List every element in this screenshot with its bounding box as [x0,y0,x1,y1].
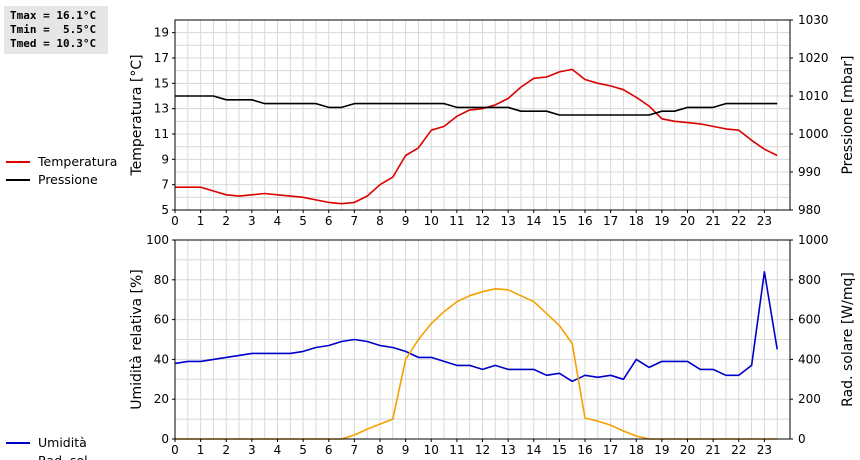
y2-tick-label: 980 [798,203,821,217]
y-tick-label: 20 [154,392,169,406]
x-tick-label: 12 [475,214,490,228]
y-tick-label: 19 [154,26,169,40]
y2-tick-label: 800 [798,273,821,287]
x-tick-label: 23 [757,443,772,457]
x-tick-label: 19 [654,443,669,457]
y-tick-label: 100 [146,233,169,247]
y-tick-label: 17 [154,51,169,65]
y-tick-label: 80 [154,273,169,287]
y-tick-label: 60 [154,313,169,327]
x-tick-label: 5 [299,214,307,228]
y-tick-label: 7 [161,178,169,192]
x-tick-label: 16 [577,214,592,228]
x-tick-label: 22 [731,214,746,228]
chart-panel-1: 0 1 2 3 4 5 6 7 8 9 10 11 12 13 14 15 16 17 18 19 20 21 22 2357… [6,13,856,228]
y-tick-label: 9 [161,152,169,166]
x-tick-label: 18 [629,443,644,457]
stat-tmin: Tmin = 5.5°C [10,23,97,36]
x-tick-label: 7 [351,443,359,457]
series-line-umidita [174,270,778,383]
stats-box: Tmax = 16.1°C Tmin = 5.5°C Tmed = 10.3°C [4,6,108,54]
x-tick-label: 10 [424,214,439,228]
chart-panel-2: 0 1 2 3 4 5 6 7 8 9 10 11 12 13 14 15 16 17 18 19 20 21 22 2302… [6,233,856,460]
x-tick-label: 23 [757,214,772,228]
x-tick-label: 14 [526,214,541,228]
y2-tick-label: 1000 [798,233,829,247]
x-tick-label: 13 [500,214,515,228]
x-tick-label: 3 [248,443,256,457]
x-tick-label: 8 [376,214,384,228]
y-axis-title: Temperatura [°C] [129,54,145,176]
y2-axis-title: Pressione [mbar] [840,55,856,174]
x-tick-label: 20 [680,443,695,457]
y2-tick-label: 600 [798,313,821,327]
series-line-temperatura [175,68,778,205]
x-tick-label: 21 [705,214,720,228]
y-tick-label: 15 [154,76,169,90]
x-tick-label: 13 [500,443,515,457]
y2-tick-label: 1030 [798,13,829,27]
x-tick-label: 4 [274,443,282,457]
x-tick-label: 1 [197,443,205,457]
y2-tick-label: 1010 [798,89,829,103]
legend-label: Pressione [38,172,98,187]
series-line-rad-sol [175,287,778,440]
legend-label: Rad. sol. [38,453,92,460]
x-tick-label: 0 [171,214,179,228]
x-tick-label: 7 [351,214,359,228]
x-tick-label: 4 [274,214,282,228]
x-tick-label: 3 [248,214,256,228]
y-tick-label: 13 [154,102,169,116]
y-tick-label: 0 [161,432,169,446]
stat-tmed: Tmed = 10.3°C [10,37,97,50]
x-tick-label: 17 [603,214,618,228]
x-tick-label: 18 [629,214,644,228]
y2-tick-label: 1020 [798,51,829,65]
x-tick-label: 6 [325,214,333,228]
x-tick-label: 19 [654,214,669,228]
x-tick-label: 6 [325,443,333,457]
x-tick-label: 1 [197,214,205,228]
x-tick-label: 12 [475,443,490,457]
x-tick-label: 17 [603,443,618,457]
legend-label: Temperatura [37,154,117,169]
y2-axis-title: Rad. solare [W/mq] [840,272,856,407]
y-tick-label: 5 [161,203,169,217]
x-tick-label: 2 [222,214,230,228]
y-axis-title: Umidità relativa [%] [129,269,145,410]
x-tick-label: 9 [402,443,410,457]
y-tick-label: 11 [154,127,169,141]
x-tick-label: 16 [577,443,592,457]
stat-tmax: Tmax = 16.1°C [10,9,97,22]
y2-tick-label: 1000 [798,127,829,141]
x-tick-label: 15 [552,443,567,457]
x-tick-label: 2 [222,443,230,457]
x-tick-label: 14 [526,443,541,457]
x-tick-label: 11 [449,214,464,228]
x-tick-label: 11 [449,443,464,457]
y-tick-label: 40 [154,352,169,366]
x-tick-label: 10 [424,443,439,457]
y2-tick-label: 0 [798,432,806,446]
x-tick-label: 5 [299,443,307,457]
x-tick-label: 8 [376,443,384,457]
x-tick-label: 9 [402,214,410,228]
y2-tick-label: 990 [798,165,821,179]
x-tick-label: 21 [705,443,720,457]
y2-tick-label: 400 [798,352,821,366]
y2-tick-label: 200 [798,392,821,406]
x-tick-label: 22 [731,443,746,457]
legend-label: Umidità [38,435,87,450]
x-tick-label: 20 [680,214,695,228]
x-tick-label: 15 [552,214,567,228]
series-line-pressione [175,95,778,116]
x-tick-label: 0 [171,443,179,457]
